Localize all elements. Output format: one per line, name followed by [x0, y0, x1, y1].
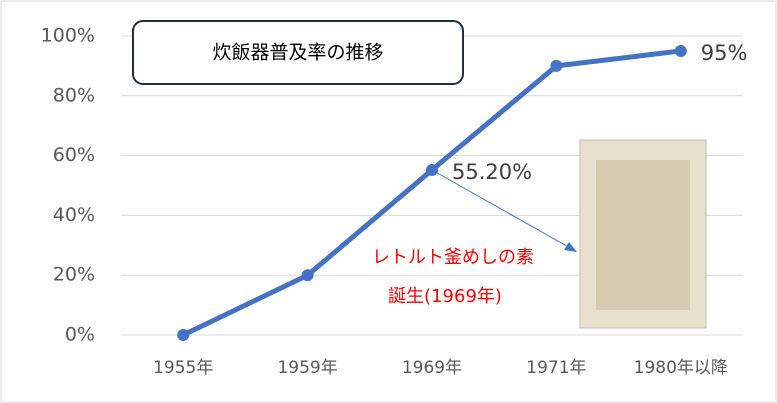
- x-tick-label: 1980年以降: [634, 358, 728, 378]
- y-tick-label: 20%: [53, 264, 95, 286]
- chart-title: 炊飯器普及率の推移: [212, 42, 383, 64]
- y-tick-label: 40%: [53, 204, 95, 226]
- x-tick-label: 1971年: [526, 358, 586, 378]
- data-label: 95%: [701, 41, 748, 65]
- y-tick-label: 100%: [41, 25, 95, 47]
- x-tick-label: 1955年: [153, 358, 213, 378]
- chart: 炊飯器普及率の推移 レトルト釜めしの素 誕生(1969年) 0% 20% 40% 60…: [0, 0, 777, 403]
- point: [550, 60, 562, 72]
- point: [177, 329, 189, 341]
- point: [302, 269, 314, 281]
- annotation: レトルト釜めしの素: [372, 247, 534, 268]
- x-tick-label: 1969年: [402, 358, 462, 378]
- product-photo-inner: [596, 160, 690, 310]
- y-tick-label: 80%: [53, 84, 95, 106]
- y-tick-label: 60%: [53, 144, 95, 166]
- x-tick-label: 1959年: [277, 358, 337, 378]
- data-label: 55.20%: [452, 160, 532, 184]
- y-tick-label: 0%: [65, 324, 95, 346]
- annotation: 誕生(1969年): [388, 286, 502, 307]
- point: [426, 164, 438, 176]
- point: [675, 45, 687, 57]
